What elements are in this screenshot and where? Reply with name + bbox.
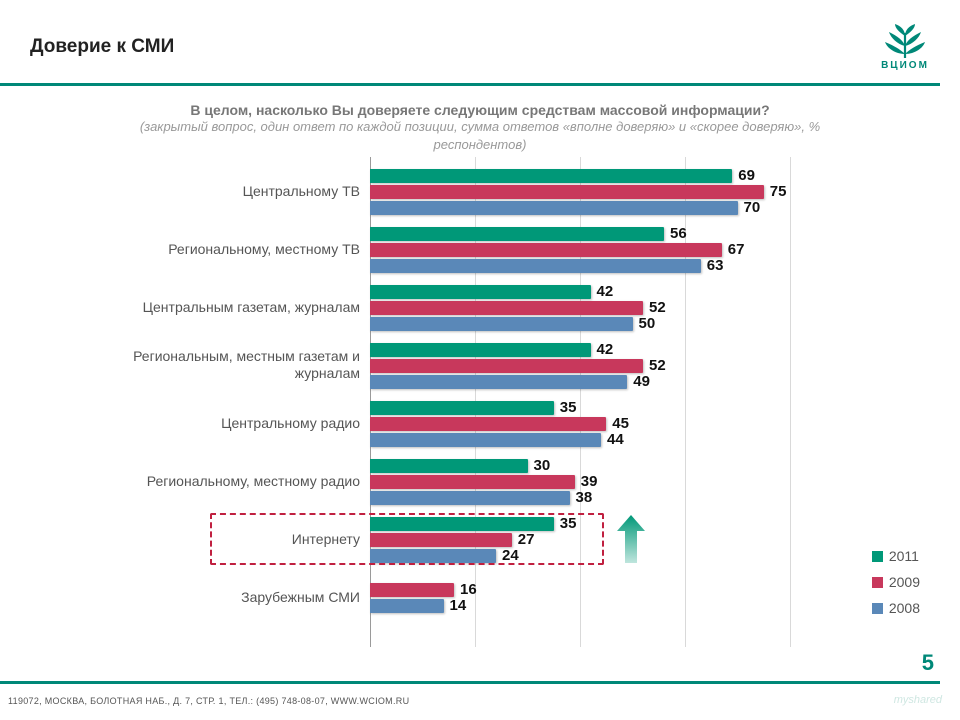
bar-value: 52: [649, 299, 666, 316]
category-label: Региональному, местному ТВ: [110, 241, 360, 258]
bar-value: 38: [576, 489, 593, 506]
category-label: Региональным, местным газетам и журналам: [110, 348, 360, 382]
chart-question: В целом, насколько Вы доверяете следующи…: [100, 102, 860, 153]
question-sub: (закрытый вопрос, один ответ по каждой п…: [100, 118, 860, 153]
leaf-icon: [883, 22, 927, 58]
bar: [370, 599, 444, 613]
chart-area: 6975705667634252504252493545443039383527…: [0, 157, 960, 647]
bar: [370, 343, 591, 357]
bar-value: 44: [607, 431, 624, 448]
page-number: 5: [922, 650, 934, 676]
bar-value: 75: [770, 183, 787, 200]
legend-item: 2008: [872, 600, 920, 616]
legend-swatch: [872, 603, 883, 614]
bar: [370, 243, 722, 257]
bar: [370, 285, 591, 299]
bar: [370, 517, 554, 531]
legend-label: 2011: [889, 548, 919, 564]
bar: [370, 169, 732, 183]
grid-line: [790, 157, 791, 647]
legend-label: 2009: [889, 574, 920, 590]
legend-label: 2008: [889, 600, 920, 616]
footer-address: 119072, МОСКВА, БОЛОТНАЯ НАБ., Д. 7, СТР…: [8, 696, 409, 706]
bar: [370, 227, 664, 241]
bar: [370, 417, 606, 431]
bar-value: 67: [728, 241, 745, 258]
bar-value: 69: [738, 167, 755, 184]
bar: [370, 583, 454, 597]
trend-arrow-icon: [614, 515, 648, 563]
bar-value: 63: [707, 257, 724, 274]
bar-value: 56: [670, 225, 687, 242]
bar-value: 42: [597, 283, 614, 300]
legend-item: 2009: [872, 574, 920, 590]
chart-legend: 2011 2009 2008: [872, 548, 920, 626]
bar-value: 35: [560, 515, 577, 532]
bar: [370, 459, 528, 473]
category-label: Региональному, местному радио: [110, 473, 360, 490]
footer-rule: [0, 681, 940, 684]
watermark: myshared: [894, 694, 942, 706]
bar: [370, 375, 627, 389]
bar: [370, 491, 570, 505]
category-label: Интернету: [110, 531, 360, 548]
header-rule: [0, 83, 940, 86]
bar-value: 50: [639, 315, 656, 332]
bar-value: 35: [560, 399, 577, 416]
bar: [370, 401, 554, 415]
category-label: Зарубежным СМИ: [110, 589, 360, 606]
brand-logo: ВЦИОМ: [870, 22, 940, 71]
logo-text: ВЦИОМ: [870, 60, 940, 71]
category-label: Центральному радио: [110, 415, 360, 432]
bar: [370, 201, 738, 215]
bar: [370, 359, 643, 373]
legend-swatch: [872, 577, 883, 588]
bar-value: 16: [460, 581, 477, 598]
bar: [370, 317, 633, 331]
bar: [370, 433, 601, 447]
bar: [370, 549, 496, 563]
bar: [370, 301, 643, 315]
bar: [370, 259, 701, 273]
bar-value: 14: [450, 597, 467, 614]
bar-value: 39: [581, 473, 598, 490]
bar-value: 49: [633, 373, 650, 390]
bar-value: 45: [612, 415, 629, 432]
bar-value: 27: [518, 531, 535, 548]
bar-value: 30: [534, 457, 551, 474]
bar-value: 42: [597, 341, 614, 358]
page-title: Доверие к СМИ: [30, 36, 870, 58]
bar-value: 24: [502, 547, 519, 564]
category-label: Центральным газетам, журналам: [110, 299, 360, 316]
bar: [370, 475, 575, 489]
bar-value: 70: [744, 199, 761, 216]
category-label: Центральному ТВ: [110, 183, 360, 200]
chart-plot: 6975705667634252504252493545443039383527…: [370, 157, 790, 647]
bar: [370, 533, 512, 547]
legend-item: 2011: [872, 548, 920, 564]
question-main: В целом, насколько Вы доверяете следующи…: [100, 102, 860, 118]
legend-swatch: [872, 551, 883, 562]
bar-value: 52: [649, 357, 666, 374]
bar: [370, 185, 764, 199]
